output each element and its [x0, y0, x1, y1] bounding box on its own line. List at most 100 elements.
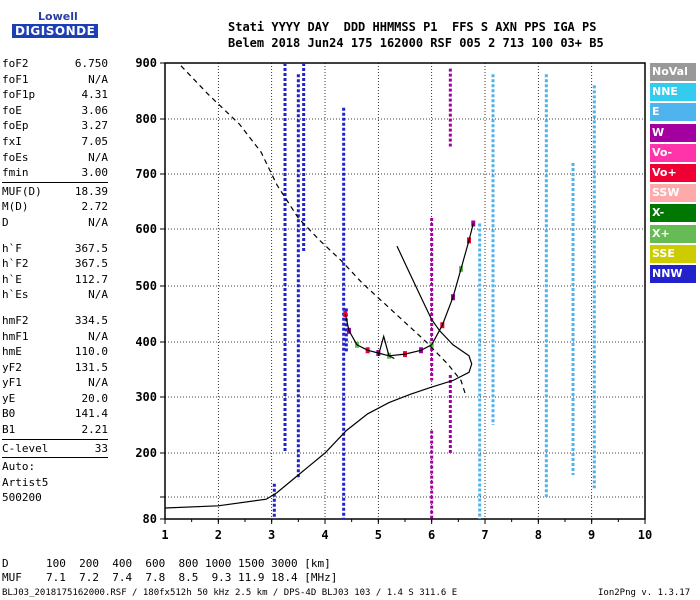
param-value: 2.21	[81, 423, 109, 437]
param-label: foEs	[2, 150, 29, 164]
param-row: foF1 N/A	[2, 72, 108, 88]
param-row: foF2 6.750	[2, 56, 108, 72]
param-label: M(D)	[2, 200, 29, 214]
muf-values: 7.1 7.2 7.4 7.8 8.5 9.3 11.9 18.4 [MHz]	[46, 571, 338, 584]
polarization-legend: NoVal NNE E W Vo- Vo+ SSW X- X+ SSE NNW	[650, 63, 696, 285]
true-height-profile-curve	[164, 245, 473, 509]
y-tick-label: 500	[135, 279, 157, 293]
param-label: B0	[2, 407, 16, 421]
param-row: h`F2 367.5	[2, 256, 108, 272]
param-label: h`E	[2, 272, 22, 286]
param-value: N/A	[88, 329, 108, 343]
legend-entry: NNE	[650, 83, 696, 102]
y-tick-label: 800	[135, 112, 157, 126]
param-label: foEp	[2, 119, 29, 133]
param-row-clevel: C-level 33	[2, 441, 108, 457]
param-row: yE 20.0	[2, 391, 108, 407]
param-label: B1	[2, 423, 16, 437]
param-value: 367.5	[74, 241, 108, 255]
y-tick-label: 200	[135, 446, 157, 460]
x-tick-label: 3	[268, 528, 275, 542]
model-profile-curve	[180, 65, 467, 398]
param-label: hmE	[2, 345, 22, 359]
param-row: hmF2 334.5	[2, 313, 108, 329]
param-label: yF2	[2, 360, 22, 374]
y-tick-label: 900	[135, 56, 157, 70]
param-value: 367.5	[74, 257, 108, 271]
legend-entry: Vo-	[650, 143, 696, 162]
param-label: hmF2	[2, 313, 29, 327]
param-row: foEp 3.27	[2, 118, 108, 134]
param-label: D	[2, 215, 9, 229]
param-value: 20.0	[81, 391, 109, 405]
param-value: N/A	[88, 288, 108, 302]
header-field-values: Belem 2018 Jun24 175 162000 RSF 005 2 71…	[228, 36, 604, 50]
param-label: yF1	[2, 376, 22, 390]
param-value: N/A	[88, 376, 108, 390]
x-tick-label: 1	[161, 528, 168, 542]
param-label: fxI	[2, 134, 22, 148]
legend-entry: X-	[650, 204, 696, 223]
scaled-parameters-panel: foF2 6.750 foF1 N/A foF1p 4.31 foE 3.06 foEp 3.27…	[2, 56, 108, 506]
param-value: 131.5	[74, 360, 108, 374]
y-tick-label: 300	[135, 390, 157, 404]
param-label: MUF(D)	[2, 184, 42, 198]
legend-entry: E	[650, 103, 696, 122]
param-row: foE 3.06	[2, 103, 108, 119]
muf-distance-label: D	[2, 557, 9, 570]
param-value: 3.00	[81, 166, 109, 180]
param-value: 4.31	[81, 88, 109, 102]
param-value: 3.27	[81, 119, 109, 133]
param-value: 6.750	[74, 57, 108, 70]
param-value: N/A	[88, 215, 108, 229]
footer-file-info: BLJ03_2018175162000.RSF / 180fx512h 50 k…	[2, 588, 458, 598]
param-row: M(D) 2.72	[2, 199, 108, 215]
digisonde-logo: Lowell DIGISONDE	[4, 8, 99, 48]
param-label: h`F2	[2, 257, 29, 271]
param-value: N/A	[88, 72, 108, 86]
param-row: h`E 112.7	[2, 272, 108, 288]
param-value: 18.39	[74, 184, 108, 198]
param-row: B1 2.21	[2, 422, 108, 438]
x-tick-label: 9	[588, 528, 595, 542]
param-row: yF2 131.5	[2, 360, 108, 376]
param-label: foF1	[2, 72, 29, 86]
param-row: h`Es N/A	[2, 287, 108, 303]
param-row: h`F 367.5	[2, 241, 108, 257]
x-tick-label: 10	[638, 528, 652, 542]
logo-top-text: Lowell	[38, 10, 78, 23]
param-value: 7.05	[81, 134, 109, 148]
param-row: hmF1 N/A	[2, 329, 108, 345]
param-label: fmin	[2, 166, 29, 180]
param-label: h`Es	[2, 288, 29, 302]
param-row: yF1 N/A	[2, 375, 108, 391]
param-value: 33	[94, 441, 108, 455]
param-value: N/A	[88, 150, 108, 164]
y-tick-label: 700	[135, 167, 157, 181]
logo-bottom-text: DIGISONDE	[12, 24, 99, 38]
muf-distance-values: 100 200 400 600 800 1000 1500 3000 [km]	[46, 557, 331, 570]
param-value: 2.72	[81, 200, 109, 214]
param-row: fmin 3.00	[2, 165, 108, 181]
param-separator	[2, 457, 108, 459]
echo-mark	[343, 311, 348, 317]
x-tick-label: 4	[321, 528, 328, 542]
param-label: h`F	[2, 241, 22, 255]
y-tick-label: 600	[135, 222, 157, 236]
param-row: foF1p 4.31	[2, 87, 108, 103]
param-separator	[2, 438, 108, 440]
auto-scaling-line: Auto:	[2, 460, 36, 474]
x-tick-label: 5	[375, 528, 382, 542]
legend-entry: SSE	[650, 244, 696, 263]
y-tick-label: 80	[143, 512, 157, 526]
param-label: yE	[2, 391, 16, 405]
param-separator	[2, 181, 108, 183]
legend-entry: Vo+	[650, 163, 696, 182]
legend-entry: SSW	[650, 184, 696, 203]
param-value: 334.5	[74, 313, 108, 327]
auto-scaling-line: Artist5	[2, 475, 49, 489]
x-tick-label: 7	[481, 528, 488, 542]
param-row: D N/A	[2, 215, 108, 231]
footer-version: Ion2Png v. 1.3.17	[598, 588, 691, 598]
